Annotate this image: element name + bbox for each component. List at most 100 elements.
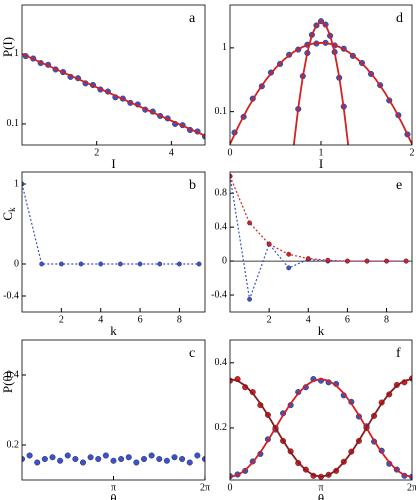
x-axis-label: I [111,156,115,171]
series-line [292,20,350,145]
x-axis-label: I [319,156,323,171]
data-point [34,459,41,466]
y-axis-label: P(θ) [0,371,15,393]
data-point [186,459,193,466]
axes-frame [229,339,413,481]
data-point [64,452,71,459]
data-point [171,454,178,461]
data-point [140,456,147,463]
data-point [39,261,45,267]
data-point [26,452,33,459]
y-tick-label: 0 [14,258,19,269]
x-tick-label: 0 [228,482,233,493]
x-tick-label: 1 [319,147,324,158]
plot-area [230,173,409,302]
y-axis-label-main: P(θ) [0,371,15,393]
y-tick-label: 0.2 [7,439,20,450]
series-line [230,176,407,262]
axes-frame [21,339,206,481]
series-line [230,176,407,300]
plot-area [230,18,412,145]
data-point [286,251,292,257]
x-tick-label: 2π [407,482,416,493]
x-tick-label: 2π [200,482,210,493]
series-line [22,53,205,137]
data-point [194,452,201,459]
x-tick-label: π [318,482,323,493]
plot-area [22,53,205,140]
data-point [148,452,155,459]
data-point [133,459,140,466]
data-point [384,258,389,264]
y-tick-label: 0.4 [215,221,228,232]
axes-frame [229,4,413,146]
x-tick-label: 4 [306,314,311,325]
data-point [196,261,202,267]
y-axis-label-main: C [0,212,15,221]
data-point [95,456,102,463]
x-tick-label: π [111,482,116,493]
panel-label: a [189,11,196,26]
data-point [163,457,170,464]
y-tick-label: 0.4 [7,369,20,380]
y-axis-label-main: P(I) [0,37,15,57]
x-tick-label: 2 [267,314,272,325]
axes-frame [21,4,206,146]
y-tick-label: 0 [222,255,227,266]
y-tick-label: 0.8 [215,188,228,199]
series-line [230,378,412,478]
data-point [157,261,163,267]
data-point [403,258,409,264]
panel: π 2π 0.2 0.4 c θ P(θ) [0,339,210,500]
panel: 0 π 2π 0.2 0.4 f θ [215,339,416,500]
series-line [22,183,200,265]
axes-frame [229,171,413,313]
data-point [137,261,143,267]
panel: 2 4 1 0.1 a I P(I) [0,4,206,171]
x-tick-label: 6 [345,314,350,325]
y-tick-label: 0.1 [215,106,228,117]
y-tick-label: 1 [14,48,19,59]
data-point [177,261,182,267]
data-point [125,454,132,461]
panel-label: b [189,178,196,193]
x-axis-label: θ [318,491,324,500]
data-point [247,296,252,302]
x-axis-label: k [110,323,117,338]
series-line [230,378,412,478]
x-axis-label: θ [110,491,116,500]
data-point [79,459,86,466]
y-tick-label: 0.4 [215,357,228,368]
data-point [286,265,292,271]
series-line [230,41,412,145]
data-point [117,261,123,267]
data-point [72,456,79,463]
panel-label: c [189,346,195,361]
x-tick-label: 2 [59,314,64,325]
data-point [325,257,331,263]
data-point [364,258,370,264]
data-point [110,457,117,464]
x-tick-label: 2 [410,147,415,158]
data-point [345,258,350,264]
x-axis-label: k [318,323,325,338]
x-tick-label: 4 [98,314,103,325]
y-axis-label-sub: k [7,207,17,212]
data-point [49,454,56,461]
data-point [247,220,252,226]
x-tick-label: 0 [228,147,233,158]
axes-frame [21,171,206,313]
data-point [57,457,64,464]
panel: 0 1 2 1 0.1 d I [215,4,415,171]
panel-label: f [396,346,401,361]
data-point [78,261,84,267]
panel-label: e [396,178,402,193]
plot-area [22,452,205,466]
data-point [118,456,125,463]
y-axis-label: Ck [0,207,17,221]
y-tick-label: 1 [222,42,227,53]
data-point [266,241,272,247]
data-point [156,456,163,463]
